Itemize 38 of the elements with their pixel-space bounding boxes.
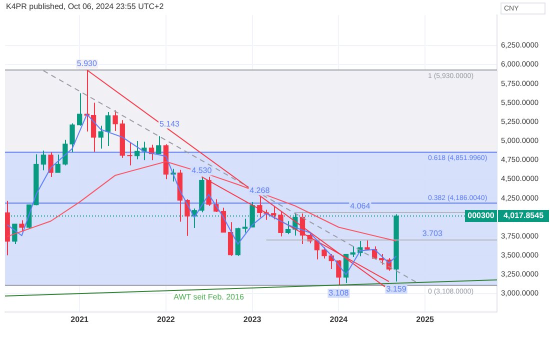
candlestick: [379, 253, 384, 266]
candlestick: [76, 92, 82, 126]
candlestick: [112, 110, 118, 132]
x-tick-label: 2021: [70, 315, 90, 324]
candlestick: [285, 220, 291, 235]
x-tick-label: 2024: [330, 315, 348, 324]
candlestick: [156, 136, 162, 154]
candlestick: [184, 198, 190, 236]
candlestick: [242, 218, 248, 234]
annotation: 5.143: [159, 119, 180, 128]
ref-line-label: 4,017.8545: [503, 211, 544, 220]
x-tick-label: 2025: [416, 315, 435, 324]
annotation: 4.268: [250, 186, 270, 196]
annotation: 3.159: [386, 284, 407, 294]
candlestick: [322, 246, 327, 260]
candlestick: [336, 260, 342, 286]
chart-title: K4PR published, Oct 06, 2024 23:55 UTC+2: [6, 2, 164, 11]
annotation: AWT seit Feb. 2016: [174, 292, 244, 302]
candlestick: [142, 141, 147, 161]
candlestick: [271, 206, 276, 220]
candlestick: [278, 210, 284, 237]
candlestick: [105, 111, 111, 146]
candlestick: [48, 152, 54, 178]
annotation: 4.064: [350, 202, 371, 211]
candlestick: [55, 154, 60, 174]
candlestick: [40, 150, 46, 171]
candlestick: [228, 222, 234, 256]
annotation: 5.930: [76, 59, 98, 68]
annotation: 3.703: [422, 229, 443, 238]
candlestick: [134, 140, 140, 160]
candlestick: [127, 142, 132, 166]
annotation: 4.530: [192, 166, 212, 176]
x-tick-label: 2023: [243, 315, 262, 324]
x-tick-label: 2022: [157, 315, 176, 324]
annotation: 3.108: [328, 288, 350, 298]
candlestick: [98, 125, 104, 150]
candlestick: [19, 220, 24, 232]
annotation: 000300: [468, 211, 495, 220]
